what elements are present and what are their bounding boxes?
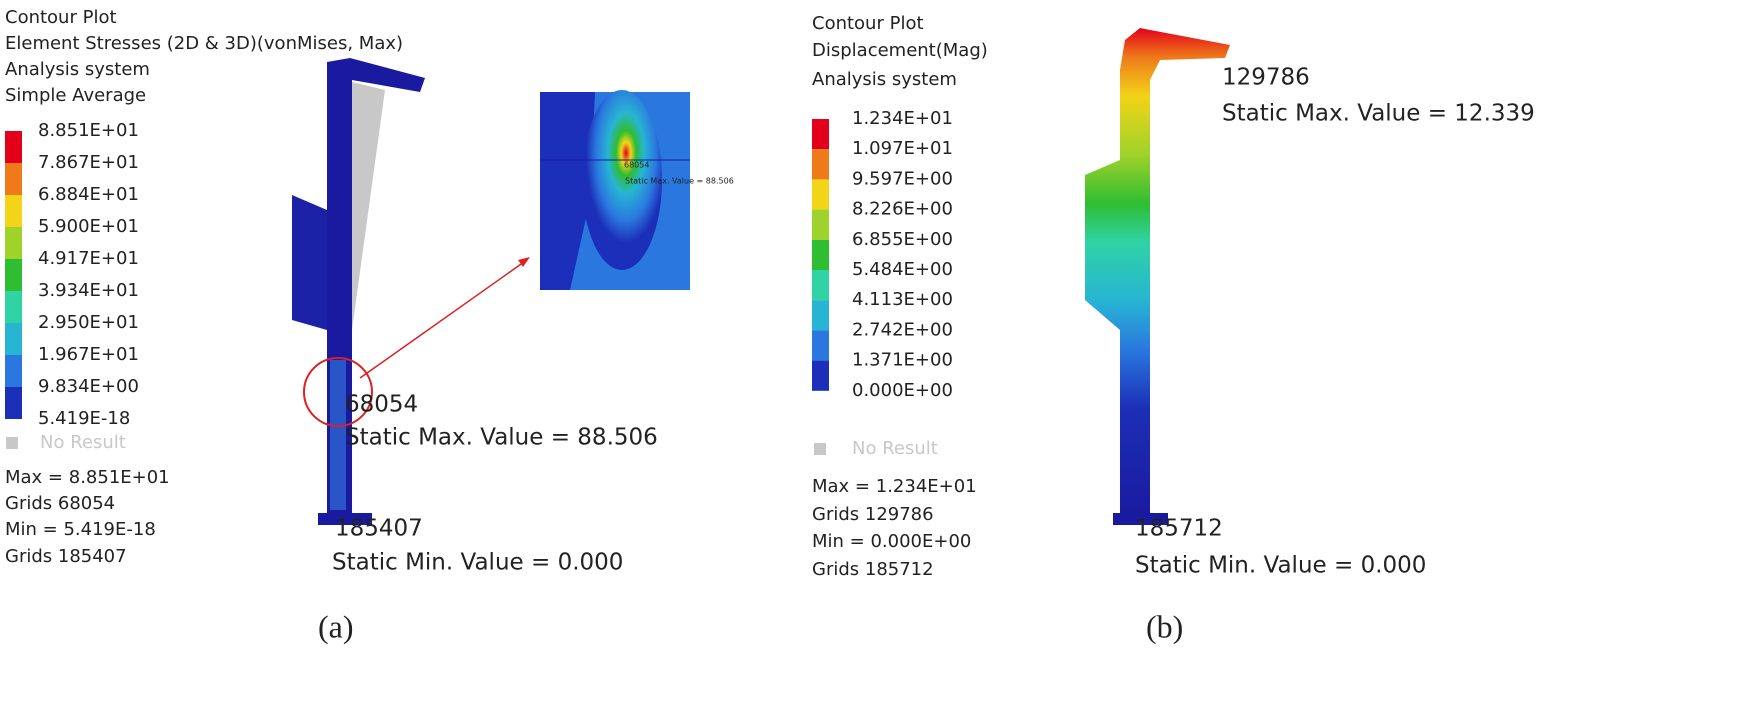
legend-label: 1.967E+01 [38, 344, 139, 365]
inset-node: 68054 [624, 161, 649, 170]
legend-swatch [5, 291, 22, 323]
legend-swatch [812, 149, 829, 180]
legend-label: 2.950E+01 [38, 312, 139, 333]
legend-swatch [5, 227, 22, 259]
legend-label: 3.934E+01 [38, 280, 139, 301]
inset-text: Static Max. Value = 88.506 [625, 177, 734, 186]
legend-swatch [5, 323, 22, 355]
structure-b [1085, 28, 1230, 525]
inset [540, 90, 690, 290]
highlight-circle [303, 357, 373, 427]
legend-swatch [812, 330, 829, 361]
max-value: Static Max. Value = 12.339 [1222, 101, 1535, 127]
legend-label: 4.113E+00 [852, 289, 953, 310]
callout-arrow [359, 261, 525, 379]
no-result-swatch [814, 443, 826, 455]
max-value: Static Max. Value = 88.506 [345, 425, 658, 451]
legend-swatch [5, 163, 22, 195]
caption: (a) [318, 608, 354, 644]
legend-label: 5.900E+01 [38, 216, 139, 237]
stat: Min = 5.419E-18 [5, 519, 156, 540]
stat: Grids 129786 [812, 504, 934, 525]
legend-swatch [812, 209, 829, 240]
legend-label: 7.867E+01 [38, 152, 139, 173]
stat: Max = 8.851E+01 [5, 467, 170, 488]
header-line: Contour Plot [5, 7, 117, 28]
no-result: No Result [40, 432, 126, 453]
legend-swatch [5, 195, 22, 227]
stat: Grids 185407 [5, 546, 127, 567]
arrow-head [518, 257, 530, 267]
legend-swatch [812, 360, 829, 391]
legend-swatch [5, 355, 22, 387]
stat: Grids 68054 [5, 493, 115, 514]
legend-swatch [812, 239, 829, 270]
min-node: 185407 [335, 516, 423, 542]
legend-label: 1.097E+01 [852, 138, 953, 159]
legend-label: 2.742E+00 [852, 319, 953, 340]
stat: Grids 185712 [812, 559, 934, 580]
header-line: Analysis system [5, 59, 150, 80]
structure-a [292, 58, 425, 525]
stat: Min = 0.000E+00 [812, 531, 971, 552]
no-result-swatch [6, 437, 18, 449]
legend-label: 1.371E+00 [852, 350, 953, 371]
legend-swatch [812, 179, 829, 210]
caption: (b) [1146, 608, 1183, 644]
legend-label: 1.234E+01 [852, 108, 953, 129]
header-line: Displacement(Mag) [812, 40, 988, 61]
min-node: 185712 [1135, 516, 1223, 542]
no-result: No Result [852, 438, 938, 459]
legend-swatch [812, 270, 829, 301]
legend-label: 5.484E+00 [852, 259, 953, 280]
max-node: 129786 [1222, 65, 1310, 91]
legend-swatch [5, 259, 22, 291]
legend-label: 6.884E+01 [38, 184, 139, 205]
header-line: Analysis system [812, 69, 957, 90]
header-line: Simple Average [5, 85, 146, 106]
legend-label: 0.000E+00 [852, 380, 953, 401]
legend-label: 4.917E+01 [38, 248, 139, 269]
legend-swatch [5, 131, 22, 163]
legend-label: 5.419E-18 [38, 408, 130, 429]
legend-label: 6.855E+00 [852, 229, 953, 250]
min-value: Static Min. Value = 0.000 [332, 550, 623, 576]
legend-label: 8.226E+00 [852, 199, 953, 220]
header-line: Element Stresses (2D & 3D)(vonMises, Max… [5, 33, 403, 54]
legend-label: 9.597E+00 [852, 168, 953, 189]
header-line: Contour Plot [812, 13, 924, 34]
legend-swatch [5, 387, 22, 419]
legend-swatch [812, 119, 829, 150]
max-node: 68054 [345, 392, 418, 418]
legend-swatch [812, 300, 829, 331]
min-value: Static Min. Value = 0.000 [1135, 553, 1426, 579]
stat: Max = 1.234E+01 [812, 476, 977, 497]
legend-label: 8.851E+01 [38, 120, 139, 141]
legend-label: 9.834E+00 [38, 376, 139, 397]
